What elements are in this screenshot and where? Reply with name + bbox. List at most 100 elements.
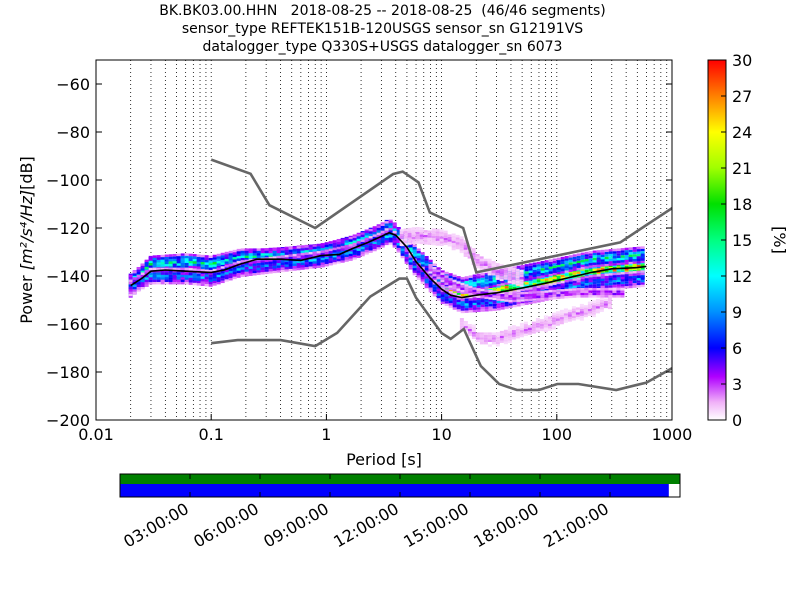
density-cell	[432, 263, 437, 266]
density-cell	[556, 294, 561, 297]
density-cell	[612, 279, 617, 283]
density-cell	[308, 254, 313, 257]
density-cell	[559, 312, 564, 315]
density-cell	[312, 265, 317, 269]
density-cell	[524, 278, 529, 281]
density-cell	[232, 274, 237, 277]
density-cell	[624, 250, 629, 253]
density-cell	[459, 243, 464, 246]
density-cell	[352, 242, 357, 246]
density-cell	[560, 264, 565, 267]
density-cell	[224, 259, 229, 262]
density-cell	[431, 242, 436, 246]
density-cell	[552, 278, 557, 282]
density-cell	[451, 245, 456, 248]
density-cell	[572, 290, 577, 294]
density-cell	[552, 270, 557, 273]
density-cell	[616, 248, 621, 251]
density-cell	[532, 298, 537, 301]
density-cell	[368, 238, 373, 241]
density-cell	[272, 248, 277, 251]
density-cell	[200, 273, 205, 277]
density-cell	[519, 277, 524, 280]
density-cell	[579, 303, 584, 307]
density-cell	[436, 293, 441, 296]
density-cell	[624, 257, 629, 260]
density-cell	[484, 276, 489, 280]
density-cell	[535, 327, 540, 330]
density-cell	[527, 330, 532, 333]
density-cell	[404, 251, 409, 255]
density-cell	[403, 238, 408, 241]
density-cell	[248, 253, 253, 256]
density-cell	[608, 263, 613, 266]
density-cell	[628, 252, 633, 255]
density-cell	[360, 246, 365, 250]
density-cell	[548, 261, 553, 265]
density-cell	[472, 281, 477, 285]
density-cell	[576, 292, 581, 296]
density-cell	[192, 282, 197, 286]
density-cell	[447, 236, 452, 240]
density-cell	[479, 334, 484, 338]
density-cell	[472, 292, 477, 295]
density-cell	[640, 266, 645, 270]
density-cell	[483, 258, 488, 262]
density-cell	[580, 257, 585, 260]
density-cell	[636, 285, 641, 288]
density-cell	[596, 257, 601, 260]
density-cell	[431, 240, 436, 243]
density-cell	[624, 262, 629, 265]
density-cell	[452, 291, 457, 294]
density-cell	[624, 281, 629, 284]
density-cell	[564, 270, 569, 273]
density-cell	[396, 227, 401, 230]
density-cell	[336, 251, 341, 255]
density-cell	[272, 253, 277, 256]
density-cell	[404, 254, 409, 257]
density-cell	[460, 291, 465, 294]
density-cell	[136, 269, 141, 273]
density-cell	[324, 247, 329, 250]
density-cell	[568, 283, 573, 287]
density-cell	[252, 273, 257, 276]
density-cell	[584, 254, 589, 257]
density-cell	[424, 263, 429, 266]
density-cell	[488, 308, 493, 312]
density-cell	[511, 337, 516, 340]
density-cell	[480, 287, 485, 290]
density-cell	[543, 329, 548, 333]
density-cell	[276, 267, 281, 271]
density-cell	[467, 331, 472, 334]
density-cell	[420, 261, 425, 265]
density-cell	[536, 288, 541, 291]
density-cell	[424, 285, 429, 289]
density-cell	[636, 256, 641, 259]
density-cell	[272, 256, 277, 259]
density-cell	[428, 289, 433, 293]
density-cell	[448, 278, 453, 281]
density-cell	[603, 300, 608, 304]
density-cell	[388, 230, 393, 233]
density-cell	[464, 300, 469, 304]
density-cell	[328, 243, 333, 247]
density-cell	[212, 276, 217, 279]
density-cell	[560, 266, 565, 269]
density-cell	[200, 269, 205, 272]
density-cell	[516, 286, 521, 289]
density-cell	[536, 295, 541, 299]
density-cell	[384, 228, 389, 231]
density-cell	[156, 277, 161, 280]
density-cell	[448, 303, 453, 306]
density-cell	[180, 260, 185, 264]
density-cell	[604, 288, 609, 291]
density-cell	[604, 280, 609, 284]
density-cell	[524, 291, 529, 295]
density-cell	[432, 284, 437, 287]
density-cell	[236, 253, 241, 257]
density-cell	[515, 275, 520, 279]
density-cell	[148, 260, 153, 264]
density-cell	[491, 342, 496, 345]
density-cell	[244, 250, 249, 254]
density-cell	[612, 248, 617, 252]
